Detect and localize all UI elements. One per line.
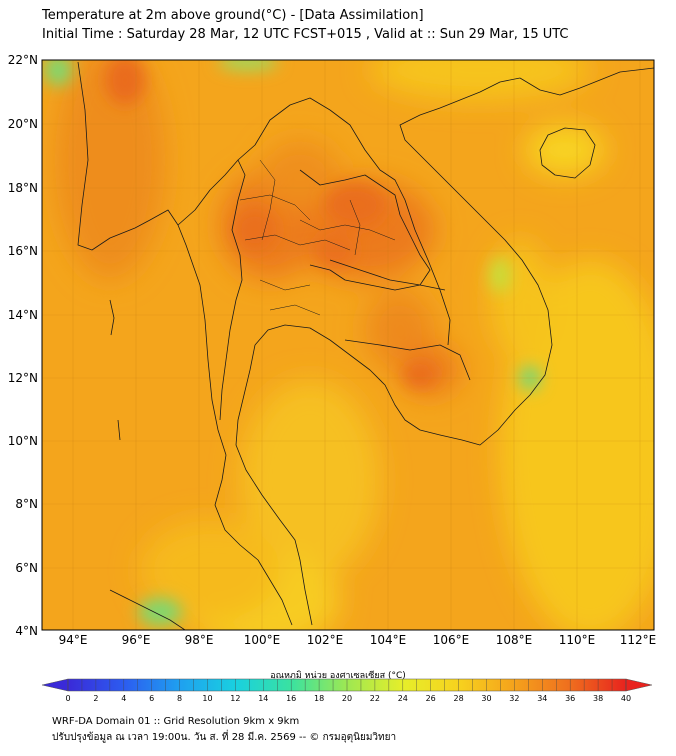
colorbar-tick-label: 30 [481, 694, 492, 703]
colorbar-tick-label: 22 [369, 694, 380, 703]
provincial-lines [239, 159, 396, 316]
peninsula-east-coast [235, 344, 313, 626]
lon-label: 104°E [369, 633, 407, 647]
graticule [42, 60, 654, 630]
coastlines-and-borders [77, 61, 654, 630]
lon-label: 112°E [619, 633, 657, 647]
hainan-island [539, 127, 596, 179]
chart-title: Temperature at 2m above ground(°C) - [Da… [42, 8, 424, 23]
lon-label: 102°E [306, 633, 344, 647]
lat-label: 4°N [15, 624, 38, 638]
colorbar-tick-label: 26 [425, 694, 436, 703]
lon-label: 94°E [58, 633, 88, 647]
lat-label: 20°N [7, 117, 38, 131]
colorbar-tick-label: 6 [149, 694, 155, 703]
colorbar-low-arrow [41, 678, 69, 692]
hot-spots [105, 60, 436, 387]
colorbar-tick-label: 0 [65, 694, 71, 703]
peninsula-west-coast [214, 454, 293, 626]
gulf-coast [254, 324, 463, 441]
colorbar-tick-label: 8 [177, 694, 183, 703]
colorbar-tick-label: 40 [620, 694, 632, 703]
lat-label: 10°N [7, 434, 38, 448]
lat-label: 6°N [15, 561, 38, 575]
lat-label: 8°N [15, 497, 38, 511]
lat-label: 16°N [7, 244, 38, 258]
colorbar-tick-label: 4 [121, 694, 127, 703]
colorbar-tick-label: 38 [593, 694, 604, 703]
footer-update-info: ปรับปรุงข้อมูล ณ เวลา 19:00น. วัน ส. ที่… [52, 732, 397, 743]
colorbar-tick-label: 36 [565, 694, 576, 703]
chart-subtitle: Initial Time : Saturday 28 Mar, 12 UTC F… [42, 27, 569, 42]
border-laos [237, 97, 451, 346]
colorbar-tick-label: 20 [341, 694, 353, 703]
colorbar-high-arrow [625, 678, 653, 692]
colorbar-label: อุณหภูมิ หน่วย องศาเซลเซียส (°C) [270, 671, 406, 681]
colorbar [41, 678, 653, 692]
lat-label: 22°N [7, 53, 38, 67]
lat-label: 12°N [7, 371, 38, 385]
lon-label: 108°E [495, 633, 533, 647]
myanmar-coast [77, 61, 227, 456]
temperature-map [41, 59, 655, 631]
lon-label: 98°E [184, 633, 214, 647]
border-cambodia [329, 259, 471, 381]
colorbar-tick-label: 18 [314, 694, 325, 703]
colorbar-tick-label: 28 [453, 694, 464, 703]
colorbar-tick-label: 32 [509, 694, 520, 703]
andaman-islands [109, 299, 121, 441]
colorbar-tick-label: 10 [202, 694, 213, 703]
cool-spots [44, 60, 540, 626]
colorbar-tick-label: 12 [230, 694, 241, 703]
colorbar-tick-label: 14 [258, 694, 269, 703]
lat-label: 14°N [7, 308, 38, 322]
map-frame [41, 59, 655, 631]
colorbar-tick-label: 34 [537, 694, 548, 703]
colorbar-tick-label: 16 [286, 694, 297, 703]
vietnam-coast [399, 77, 553, 446]
footer-model-info: WRF-DA Domain 01 :: Grid Resolution 9km … [52, 716, 300, 727]
lat-label: 18°N [7, 181, 38, 195]
border-myanmar-thailand [177, 159, 246, 421]
china-coast [519, 67, 654, 96]
sumatra-coast [109, 589, 186, 630]
colorbar-tick-label: 2 [93, 694, 99, 703]
lon-label: 96°E [121, 633, 151, 647]
lon-label: 100°E [243, 633, 281, 647]
colorbar-tick-label: 24 [397, 694, 408, 703]
lon-label: 110°E [558, 633, 596, 647]
border-thai-north [299, 169, 431, 291]
lon-label: 106°E [432, 633, 470, 647]
